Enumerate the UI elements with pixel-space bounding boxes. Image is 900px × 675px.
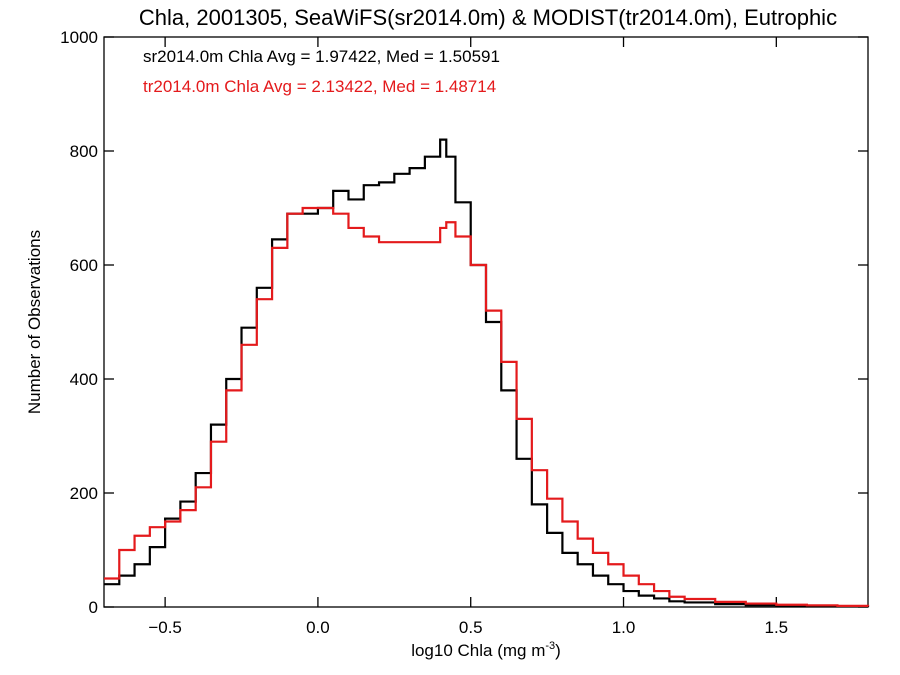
legend: sr2014.0m Chla Avg = 1.97422, Med = 1.50… [143,47,500,96]
x-axis-label-suffix: ) [555,641,561,660]
x-tick-label: 0.0 [306,618,330,637]
y-tick-label: 1000 [60,28,98,47]
x-tick-label: 1.0 [612,618,636,637]
x-axis-label: log10 Chla (mg m-3) [411,640,561,660]
x-tick-label: −0.5 [148,618,182,637]
x-axis-label-superscript: -3 [545,640,555,652]
x-axis-ticks: −0.5 0.0 0.5 1.0 1.5 [148,37,788,637]
y-tick-label: 200 [70,484,98,503]
series-layer [104,138,870,608]
series-line-tr2014 [104,206,870,607]
y-axis-label: Number of Observations [25,230,44,414]
series-line-sr2014 [104,138,870,608]
y-axis-ticks: 0 200 400 600 800 1000 [60,28,868,617]
y-tick-label: 600 [70,256,98,275]
y-tick-label: 400 [70,370,98,389]
x-tick-label: 0.5 [459,618,483,637]
y-tick-label: 800 [70,142,98,161]
legend-entry-tr2014: tr2014.0m Chla Avg = 2.13422, Med = 1.48… [143,77,496,96]
plot-frame [103,36,869,608]
x-tick-label: 1.5 [764,618,788,637]
y-tick-label: 0 [89,598,98,617]
chart-title: Chla, 2001305, SeaWiFS(sr2014.0m) & MODI… [139,5,837,30]
plot-area: −0.5 0.0 0.5 1.0 1.5 0 200 400 600 800 1000 [60,28,870,637]
x-axis-label-main: log10 Chla (mg m [411,641,545,660]
legend-entry-sr2014: sr2014.0m Chla Avg = 1.97422, Med = 1.50… [143,47,500,66]
